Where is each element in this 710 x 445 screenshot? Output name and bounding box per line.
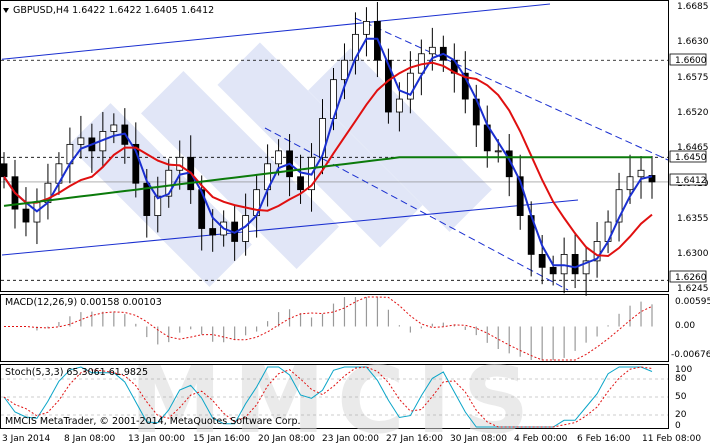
bear-candle <box>297 176 304 191</box>
svg-text:1.6412: 1.6412 <box>675 176 707 186</box>
current-price-label: 1.6412 <box>669 173 707 186</box>
bull-candle <box>428 46 436 55</box>
stoch-tick: 50 <box>675 392 687 402</box>
channel-lower-line <box>1 199 579 256</box>
bull-candle <box>275 150 282 165</box>
ma-fast-line <box>3 37 653 269</box>
price-level-label-1.6450: 1.6450 <box>669 150 707 163</box>
main-price-area <box>0 2 669 296</box>
bear-candle <box>385 59 392 113</box>
price-level-label-1.6600: 1.6600 <box>669 53 707 66</box>
price-tick: 1.6355 <box>677 214 709 224</box>
bull-candle <box>582 260 590 275</box>
time-tick: 20 Jan 08:00 <box>258 434 315 444</box>
svg-text:1.6450: 1.6450 <box>675 153 707 163</box>
bear-candle <box>516 176 524 216</box>
price-tick: 1.6630 <box>677 37 709 47</box>
price-tick: 1.6245 <box>677 284 709 294</box>
bear-candle <box>0 163 8 178</box>
channel-upper-line <box>1 3 551 60</box>
time-tick: 23 Jan 00:00 <box>322 434 379 444</box>
panel-indicator-icon <box>3 8 9 13</box>
time-tick: 3 Jan 2014 <box>2 434 50 444</box>
bull-candle <box>110 124 118 132</box>
macd-tick: 0.00595 <box>675 297 710 307</box>
svg-text:1.6600: 1.6600 <box>675 56 707 66</box>
stoch-tick: 100 <box>675 365 692 375</box>
bull-candle <box>341 59 348 81</box>
price-level-label-1.6260: 1.6260 <box>669 270 707 283</box>
time-tick: 8 Jan 08:00 <box>64 434 116 444</box>
stoch-title: Stoch(5,3,3) 65.3061 61.9825 <box>5 367 148 378</box>
macd-tick: 0.00 <box>675 321 695 331</box>
macd-tick: -0.00676 <box>671 350 710 360</box>
bull-candle <box>593 241 601 262</box>
macd-signal-line <box>4 296 653 361</box>
ma-mid-line <box>3 61 653 258</box>
macd-panel-frame <box>0 294 669 362</box>
time-tick: 4 Feb 00:00 <box>514 434 568 444</box>
bear-candle <box>549 266 557 275</box>
price-tick: 1.6300 <box>677 249 709 259</box>
bear-candle <box>571 254 579 275</box>
time-axis[interactable]: 3 Jan 2014 8 Jan 08:00 13 Jan 00:00 15 J… <box>2 434 701 444</box>
bear-candle <box>461 72 469 100</box>
time-tick: 13 Jan 00:00 <box>128 434 185 444</box>
watermark-text: MMCIS <box>130 347 541 445</box>
watermark-layer: MMCIS <box>68 42 541 445</box>
price-tick: 1.6465 <box>677 143 709 153</box>
bear-candle <box>648 175 656 183</box>
bear-candle <box>209 228 217 236</box>
bear-candle <box>538 254 546 268</box>
macd-area <box>4 296 653 361</box>
svg-text:1.6260: 1.6260 <box>675 273 707 283</box>
bear-candle <box>198 189 206 229</box>
bull-candle <box>363 21 370 35</box>
ma-slow-line <box>3 156 652 207</box>
macd-axis: 0.00595 0.00 -0.00676 <box>671 297 710 360</box>
price-axis[interactable]: 1.6685 1.6630 1.6575 1.6520 1.6465 1.641… <box>677 2 709 294</box>
macd-title: MACD(12,26,9) 0.00158 0.00103 <box>5 297 162 308</box>
bull-candle <box>494 150 502 153</box>
time-tick: 6 Feb 16:00 <box>577 434 631 444</box>
price-tick: 1.6575 <box>677 73 709 83</box>
bull-candle <box>637 169 645 178</box>
time-tick: 30 Jan 08:00 <box>450 434 507 444</box>
stoch-axis: 100 80 50 20 0 <box>675 365 692 431</box>
copyright-text: MMCIS MetaTrader, © 2001-2014, MetaQuote… <box>5 416 301 427</box>
main-title: GBPUSD,H4 1.6422 1.6422 1.6405 1.6412 <box>13 5 214 16</box>
bull-candle <box>406 72 414 100</box>
bull-candle <box>626 176 634 191</box>
time-tick: 27 Jan 16:00 <box>386 434 443 444</box>
bull-candle <box>176 156 184 171</box>
bull-candle <box>319 118 326 158</box>
time-tick: 11 Feb 08:00 <box>642 434 701 444</box>
bull-candle <box>560 254 568 275</box>
stoch-tick: 0 <box>675 421 681 431</box>
stoch-d-line <box>3 366 653 428</box>
bull-candle <box>77 137 85 145</box>
bear-candle <box>143 182 151 216</box>
bull-candle <box>165 169 173 197</box>
price-tick: 1.6685 <box>677 2 709 12</box>
main-title-group: GBPUSD,H4 1.6422 1.6422 1.6405 1.6412 <box>3 5 214 16</box>
price-tick: 1.6520 <box>677 108 709 118</box>
stoch-panel-frame <box>0 364 669 429</box>
bull-candle <box>154 195 162 216</box>
bear-candle <box>132 143 140 184</box>
bull-candle <box>615 189 623 223</box>
down-channel-lower-line <box>264 127 569 291</box>
down-channel-upper-line <box>354 17 669 161</box>
bull-candle <box>395 98 403 113</box>
time-tick: 15 Jan 16:00 <box>193 434 250 444</box>
stoch-area <box>1 366 668 428</box>
stoch-tick: 80 <box>675 374 687 384</box>
bear-candle <box>22 208 30 223</box>
stoch-tick: 20 <box>675 410 687 420</box>
